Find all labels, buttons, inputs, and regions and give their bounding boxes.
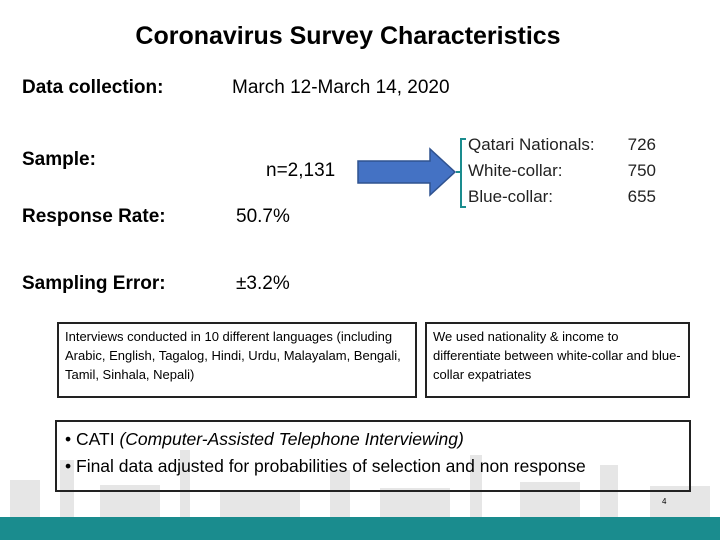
breakdown-value: 726 (627, 135, 656, 154)
breakdown-label: Blue-collar: (468, 187, 554, 206)
page-number: 4 (662, 497, 667, 506)
bullet-italic: (Computer-Assisted Telephone Interviewin… (119, 429, 464, 449)
bottom-bar (0, 517, 720, 540)
row-label: Sampling Error: (22, 273, 166, 294)
row-value: March 12-March 14, 2020 (232, 77, 450, 98)
breakdown-value: 655 (627, 187, 656, 206)
row-label: Response Rate: (22, 206, 166, 227)
note-box: Interviews conducted in 10 different lan… (57, 322, 417, 398)
slide-title: Coronavirus Survey Characteristics (135, 22, 561, 50)
arrow-and-bracket (357, 138, 466, 208)
bullet-text: Final data adjusted for probabilities of… (76, 456, 586, 476)
bullet-item: • CATI (Computer-Assisted Telephone Inte… (65, 429, 464, 449)
breakdown-value: 750 (627, 161, 656, 180)
row-value: 50.7% (236, 206, 290, 227)
breakdown-label: White-collar: (468, 161, 563, 180)
breakdown-label: Qatari Nationals: (468, 135, 595, 154)
skyline-decoration (10, 450, 710, 518)
row-value: ±3.2% (236, 273, 290, 294)
breakdown-row: Qatari Nationals: 726 (468, 135, 656, 155)
row-value: n=2,131 (266, 160, 336, 181)
breakdown-row: White-collar: 750 (468, 161, 656, 181)
row-label: Data collection: (22, 77, 164, 98)
note-box: We used nationality & income to differen… (425, 322, 690, 398)
bullet-item: • Final data adjusted for probabilities … (65, 456, 586, 476)
bullet-text: CATI (76, 429, 115, 449)
bullet-box: • CATI (Computer-Assisted Telephone Inte… (55, 420, 691, 492)
breakdown-row: Blue-collar: 655 (468, 187, 656, 207)
row-label: Sample: (22, 149, 96, 170)
